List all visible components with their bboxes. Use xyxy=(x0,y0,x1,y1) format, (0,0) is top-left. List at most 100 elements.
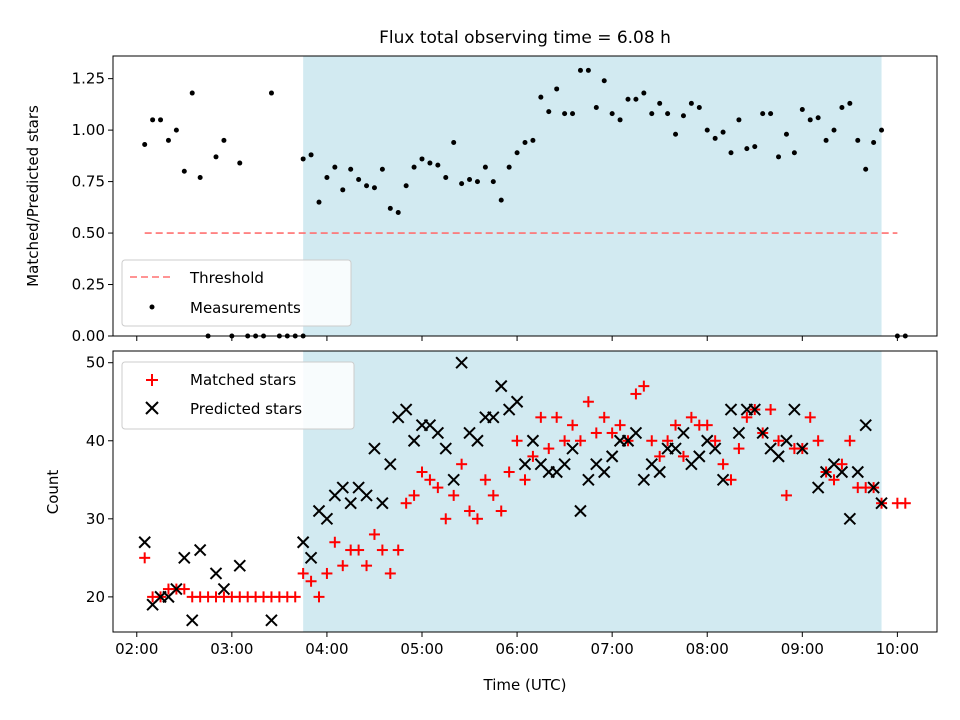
top-y-axis-label: Matched/Predicted stars xyxy=(24,105,42,287)
predicted-star-point xyxy=(344,497,357,510)
measurement-point xyxy=(752,144,758,150)
matched-star-point xyxy=(836,458,848,470)
measurement-point xyxy=(879,127,885,133)
measurement-point xyxy=(498,197,504,203)
measurement-point xyxy=(760,111,766,117)
matched-star-point xyxy=(638,380,650,392)
predicted-star-point xyxy=(605,450,619,463)
measurement-point xyxy=(641,90,647,96)
matched-star-point xyxy=(424,474,436,486)
measurement-point xyxy=(189,90,195,96)
x-axis-label: Time (UTC) xyxy=(483,676,567,694)
measurement-point xyxy=(577,67,583,73)
x-tick-label: 03:00 xyxy=(210,640,253,658)
predicted-star-point xyxy=(296,536,310,549)
measurement-point xyxy=(704,127,710,133)
predicted-star-point xyxy=(487,411,500,424)
matched-star-point xyxy=(646,435,658,447)
measurement-point xyxy=(332,164,338,170)
predicted-star-point xyxy=(788,403,801,416)
matched-star-point xyxy=(543,443,555,455)
matched-star-point xyxy=(321,567,333,579)
matched-star-point xyxy=(495,505,507,517)
matched-star-point xyxy=(765,404,777,416)
matched-star-point xyxy=(590,427,602,439)
predicted-star-point xyxy=(637,473,651,486)
y-tick-label: 0.00 xyxy=(72,327,105,345)
matched-star-point xyxy=(582,396,594,408)
predicted-star-point xyxy=(360,489,373,502)
matched-star-point xyxy=(384,567,396,579)
matched-star-point xyxy=(376,544,388,556)
measurement-point xyxy=(403,183,409,189)
measurement-point xyxy=(443,174,449,180)
legend-bottom: Matched stars Predicted stars xyxy=(121,361,355,430)
measurement-point xyxy=(625,96,631,102)
measurement-point xyxy=(316,199,322,205)
matched-star-point xyxy=(773,435,785,447)
predicted-star-point xyxy=(796,442,809,455)
top-y-ticks: 0.00 0.25 0.50 0.75 1.00 1.25 xyxy=(72,70,113,345)
measurement-point xyxy=(649,111,655,117)
predicted-star-point xyxy=(526,434,540,447)
measurement-point xyxy=(371,185,377,191)
predicted-star-point xyxy=(217,582,231,596)
matched-star-point xyxy=(606,427,618,439)
measurement-point xyxy=(823,137,829,143)
predicted-star-point xyxy=(320,512,334,526)
bottom-axes-frame xyxy=(112,350,938,633)
predicted-star-point xyxy=(748,403,761,416)
predicted-star-point xyxy=(471,434,484,447)
measurement-point xyxy=(696,104,702,110)
measurement-point xyxy=(427,160,433,166)
measurement-point xyxy=(467,177,473,183)
matched-star-point xyxy=(416,466,428,478)
y-tick-label: 1.25 xyxy=(72,70,105,88)
measurement-point xyxy=(348,166,354,172)
y-tick-label: 0.75 xyxy=(72,173,105,191)
predicted-star-point xyxy=(407,434,421,447)
top-panel: 0.00 0.25 0.50 0.75 1.00 1.25 Matched/Predict… xyxy=(24,55,938,345)
bottom-x-ticks: 02:00 03:00 04:00 05:00 06:00 07:00 08:00 09:00… xyxy=(115,632,919,658)
predicted-star-point xyxy=(209,567,223,580)
matched-star-point xyxy=(361,560,373,572)
measurement-point xyxy=(197,174,203,180)
matched-star-point xyxy=(432,482,444,494)
measurement-point xyxy=(847,100,853,106)
measurement-point xyxy=(530,137,536,143)
x-tick-label: 09:00 xyxy=(781,640,824,658)
predicted-star-point xyxy=(574,504,587,518)
matched-star-point xyxy=(717,458,729,470)
measurement-point xyxy=(546,109,552,115)
matched-star-point xyxy=(844,435,856,447)
predicted-star-point xyxy=(265,614,278,627)
predicted-star-point xyxy=(677,426,690,440)
measurement-point xyxy=(324,174,330,180)
measurement-point xyxy=(791,150,797,156)
legend-predicted-swatch xyxy=(145,401,159,415)
matched-star-point xyxy=(559,435,571,447)
matched-star-point xyxy=(368,528,380,540)
matched-star-point xyxy=(780,489,792,501)
predicted-star-point xyxy=(170,582,183,596)
measurement-point xyxy=(158,117,164,123)
predicted-star-point xyxy=(867,481,880,494)
matched-star-point xyxy=(677,450,689,462)
matched-star-point xyxy=(812,435,824,447)
predicted-star-point xyxy=(859,418,872,432)
predicted-star-point xyxy=(811,481,825,494)
top-x-ticks xyxy=(136,336,898,341)
measurement-point xyxy=(736,117,742,123)
matched-star-points xyxy=(139,380,911,603)
measurement-point xyxy=(300,156,306,162)
predicted-star-point xyxy=(455,356,468,369)
predicted-star-point xyxy=(780,434,793,447)
matched-star-point xyxy=(456,458,468,470)
matched-star-point xyxy=(448,489,460,501)
bottom-shaded-region xyxy=(303,351,882,632)
predicted-star-point xyxy=(447,473,460,486)
matched-star-point xyxy=(670,419,682,431)
predicted-star-point xyxy=(716,473,730,486)
predicted-star-point xyxy=(384,457,397,471)
legend-measurements-label: Measurements xyxy=(190,299,301,317)
